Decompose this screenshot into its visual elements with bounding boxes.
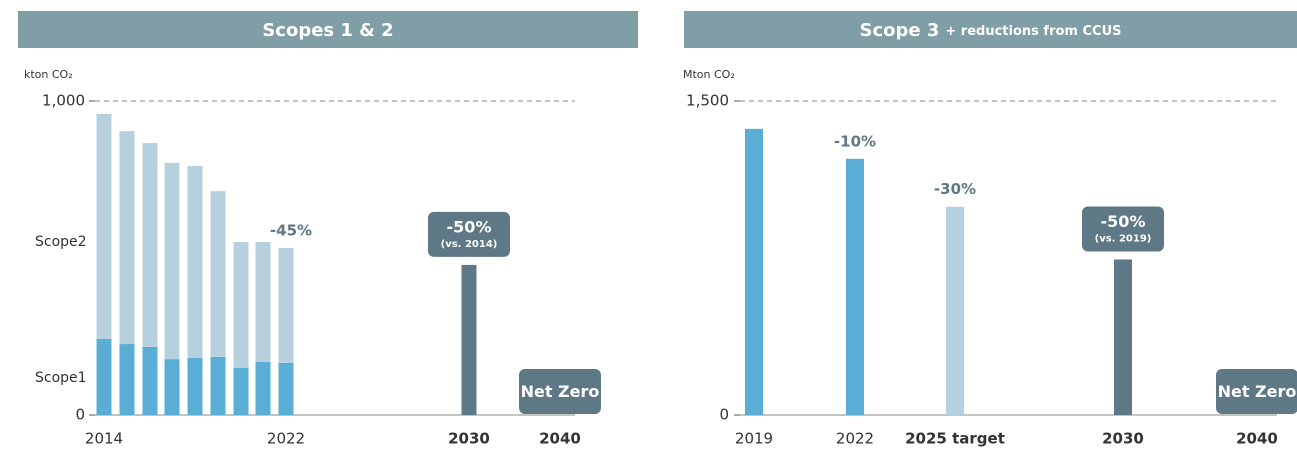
y-tick-label: 1,500 xyxy=(686,92,729,110)
bar-segment xyxy=(210,356,226,415)
header-bar xyxy=(18,11,638,48)
bar xyxy=(846,158,864,415)
callout-label: -50% xyxy=(447,217,492,236)
bar-segment xyxy=(278,247,294,363)
x-tick-label: 2025 target xyxy=(905,430,1005,448)
chart-title: Scope 3 + reductions from CCUS xyxy=(860,20,1122,41)
bar-segment xyxy=(255,241,271,362)
chart-title: Scopes 1 & 2 xyxy=(262,20,393,41)
unit-label: Mton CO₂ xyxy=(683,68,735,81)
bar xyxy=(946,206,964,415)
callout-note: (vs. 2019) xyxy=(1095,233,1152,244)
bar xyxy=(745,128,763,415)
callout-note: (vs. 2014) xyxy=(441,239,498,250)
bar-segment xyxy=(187,357,203,415)
x-tick-label: 2014 xyxy=(85,430,123,448)
series-label: Scope1 xyxy=(35,370,87,386)
callout-box xyxy=(519,369,601,414)
callout-box xyxy=(1216,369,1297,414)
bar-segment xyxy=(210,191,226,357)
bar-segment xyxy=(142,346,158,415)
bar-segment xyxy=(164,359,180,415)
callout-label: Net Zero xyxy=(1218,382,1297,401)
title-main: Scope 3 xyxy=(860,20,940,41)
x-tick-label: 2030 xyxy=(1102,430,1144,448)
bar-segment xyxy=(187,165,203,358)
bar-segment xyxy=(142,143,158,347)
unit-label: kton CO₂ xyxy=(24,68,73,81)
bar-segment xyxy=(278,362,294,415)
x-tick-label: 2040 xyxy=(539,430,581,448)
bar-segment xyxy=(255,361,271,415)
callout-label: Net Zero xyxy=(521,382,600,401)
y-tick-label: 0 xyxy=(75,406,85,424)
change-label: -10% xyxy=(834,132,876,150)
series-label: Scope2 xyxy=(35,234,87,250)
title-sub: + reductions from CCUS xyxy=(945,24,1121,39)
x-tick-label: 2022 xyxy=(267,430,305,448)
bar-segment xyxy=(164,162,180,360)
x-tick-label: 2040 xyxy=(1236,430,1278,448)
change-label: -45% xyxy=(270,221,312,239)
callout-box xyxy=(428,211,510,257)
bar-segment xyxy=(96,339,112,415)
bar-segment xyxy=(233,367,249,415)
x-tick-label: 2022 xyxy=(836,430,874,448)
callout-label: -50% xyxy=(1101,212,1146,231)
header-bar xyxy=(684,11,1297,48)
y-tick-label: 0 xyxy=(719,406,729,424)
bar-segment xyxy=(119,344,135,415)
y-tick-label: 1,000 xyxy=(42,92,85,110)
title-main: Scopes 1 & 2 xyxy=(262,20,393,41)
bar-segment xyxy=(119,131,135,345)
x-tick-label: 2019 xyxy=(735,430,773,448)
bar-segment xyxy=(233,241,249,368)
bar-segment xyxy=(96,113,112,340)
x-tick-label: 2030 xyxy=(448,430,490,448)
callout-box xyxy=(1082,206,1164,252)
bar xyxy=(1114,259,1132,415)
target-bar xyxy=(461,264,477,415)
change-label: -30% xyxy=(934,180,976,198)
